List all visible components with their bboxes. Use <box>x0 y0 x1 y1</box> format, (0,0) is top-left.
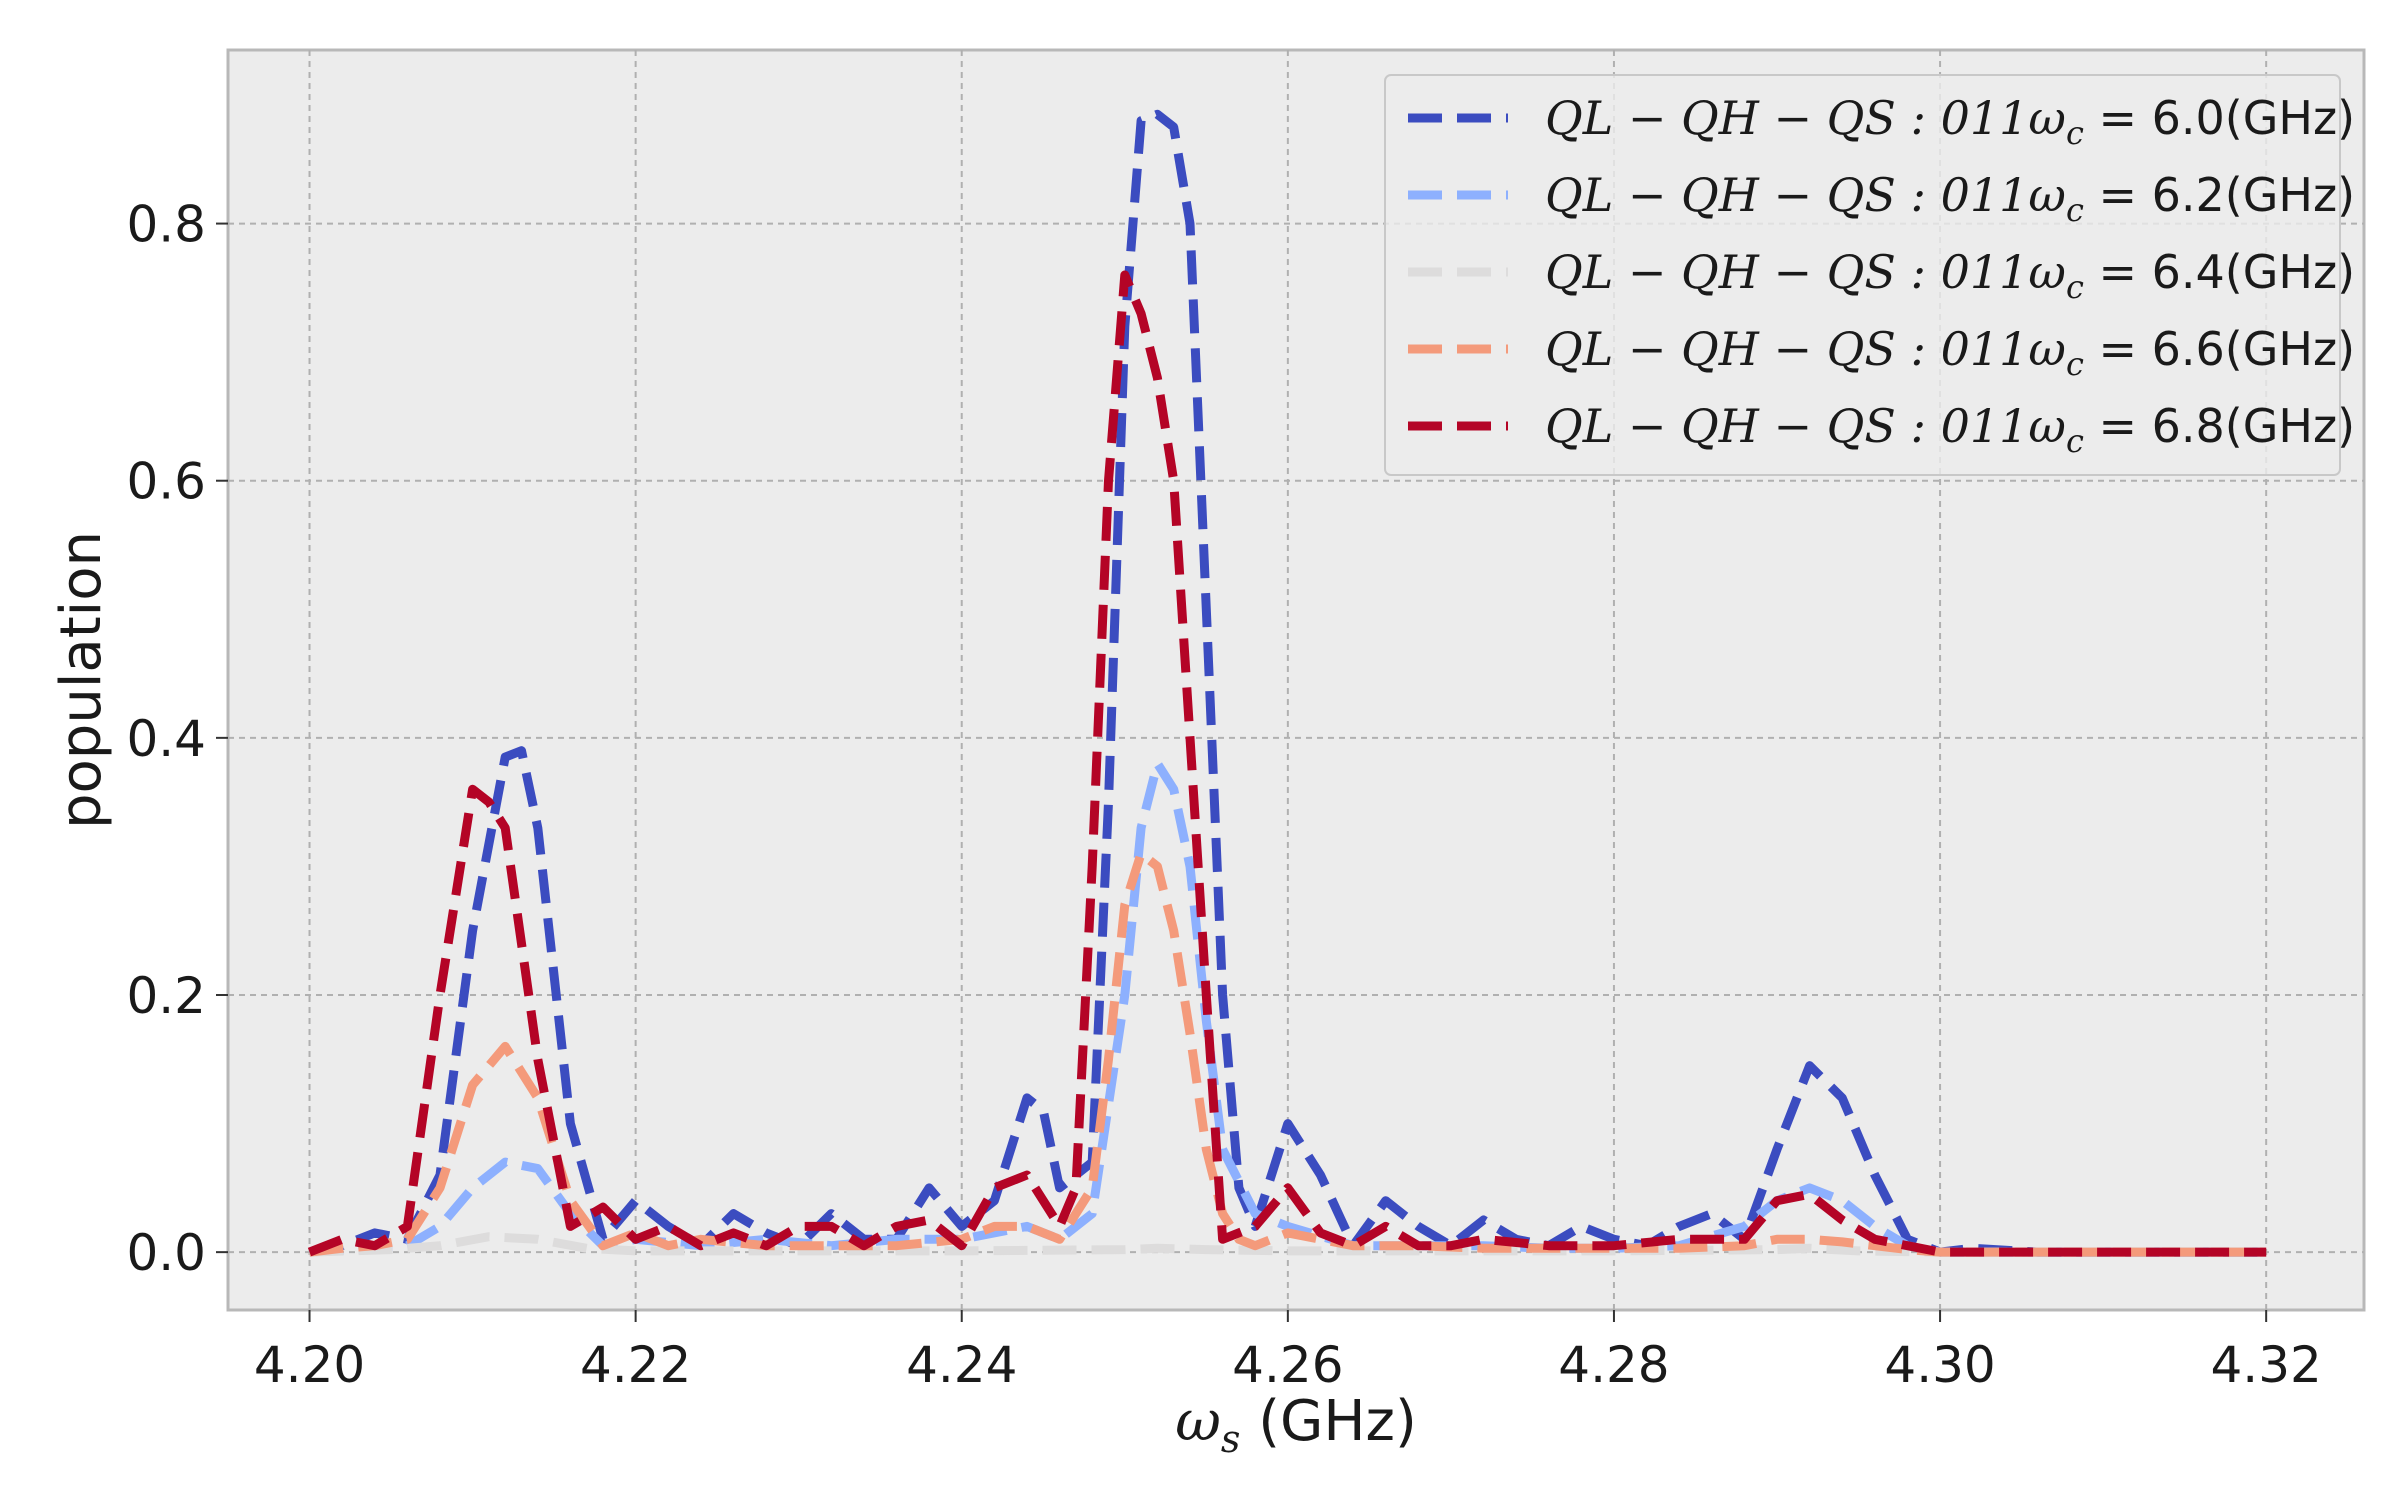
x-tick-label: 4.28 <box>1558 1336 1669 1394</box>
y-tick-label: 0.8 <box>126 196 206 254</box>
series-line-5 <box>307 270 2267 1257</box>
legend-entry-4: QL − QH − QS : 011ωc = 6.6(GHz) <box>1408 322 2355 383</box>
series-lines <box>307 109 2267 1257</box>
x-tick-label: 4.24 <box>906 1336 1017 1394</box>
legend: QL − QH − QS : 011ωc = 6.0(GHz) QL − QH −… <box>1384 74 2355 476</box>
x-tick-label: 4.30 <box>1884 1336 1995 1394</box>
y-tick-label: 0.4 <box>126 710 206 768</box>
x-axis-label-subscript: s <box>1221 1417 1241 1461</box>
legend-entry-2: QL − QH − QS : 011ωc = 6.2(GHz) <box>1408 168 2355 229</box>
legend-label: QL − QH − QS : 011ωc = 6.6(GHz) <box>1545 322 2355 383</box>
y-tick-label: 0.0 <box>126 1224 206 1282</box>
legend-label: QL − QH − QS : 011ωc = 6.0(GHz) <box>1545 91 2355 152</box>
x-tick-label: 4.32 <box>2211 1336 2322 1394</box>
legend-entry-3: QL − QH − QS : 011ωc = 6.4(GHz) <box>1408 245 2355 306</box>
y-axis-label: population <box>49 531 114 829</box>
y-tick-label: 0.2 <box>126 967 206 1025</box>
x-tick-label: 4.26 <box>1232 1336 1343 1394</box>
x-tick-label: 4.22 <box>580 1336 691 1394</box>
x-axis-label-symbol: ω <box>1175 1389 1221 1454</box>
y-axis-ticks: 0.0 0.2 0.4 0.6 0.8 <box>126 196 228 1282</box>
x-axis-ticks: 4.20 4.22 4.24 4.26 4.28 4.30 4.32 <box>254 1310 2322 1394</box>
y-tick-label: 0.6 <box>126 453 206 511</box>
x-axis-label: ωs (GHz) <box>1175 1389 1417 1461</box>
x-axis-label-unit: (GHz) <box>1240 1389 1416 1454</box>
legend-entry-5: QL − QH − QS : 011ωc = 6.8(GHz) <box>1408 399 2355 460</box>
legend-label: QL − QH − QS : 011ωc = 6.2(GHz) <box>1545 168 2355 229</box>
legend-box <box>1384 74 2341 476</box>
series-line-3 <box>309 1232 2267 1257</box>
legend-label: QL − QH − QS : 011ωc = 6.4(GHz) <box>1545 245 2355 306</box>
series-line-1 <box>308 109 2267 1257</box>
legend-entry-1: QL − QH − QS : 011ωc = 6.0(GHz) <box>1408 91 2355 152</box>
legend-label: QL − QH − QS : 011ωc = 6.8(GHz) <box>1545 399 2355 460</box>
x-tick-label: 4.20 <box>254 1336 365 1394</box>
